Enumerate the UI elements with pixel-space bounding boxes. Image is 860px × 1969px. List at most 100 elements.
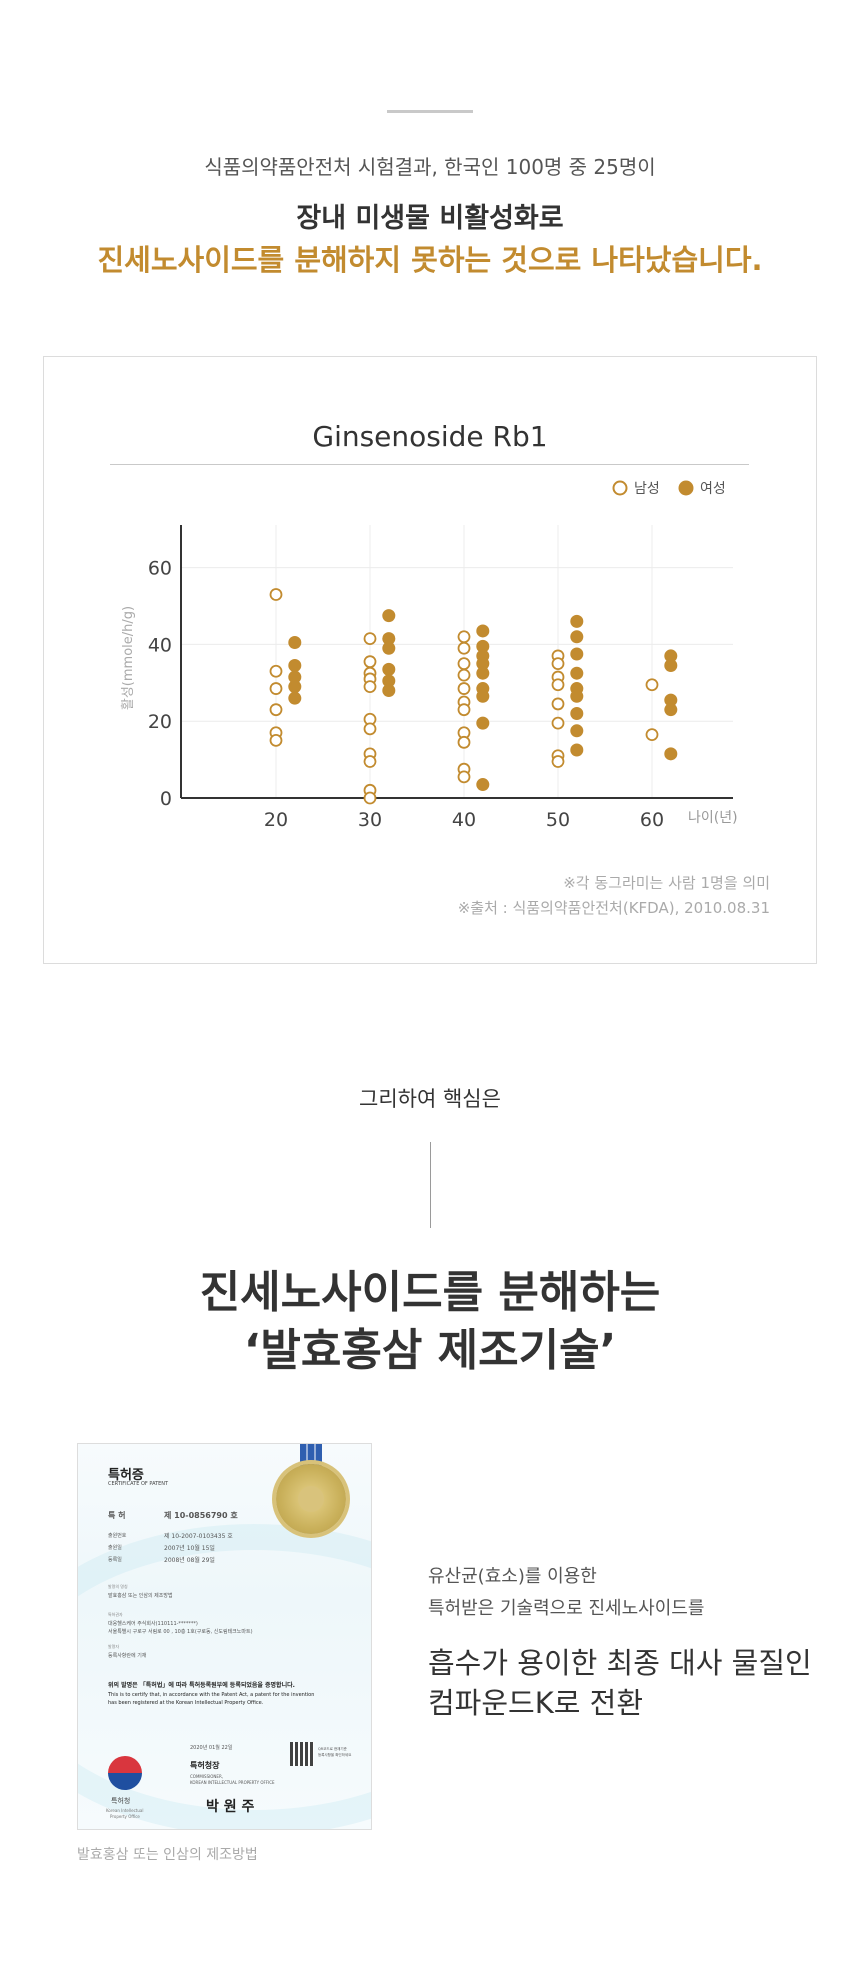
data-point-female xyxy=(382,641,396,655)
scatter-chart: 0 20 40 60 20 30 40 50 60 나이(년) 활성(mmole/h/g) 남성 여성 xyxy=(121,480,738,831)
certificate-title: 특허증 xyxy=(108,1468,144,1483)
data-point-male xyxy=(363,655,377,669)
holder-address: 서울특별시 구로구 서림로 00 , 10층 1호(구로동, 신도림테크노마트) xyxy=(108,1629,253,1635)
data-point-male xyxy=(457,682,471,695)
x-tick-label: 60 xyxy=(640,809,664,831)
office-english-1: COMMISSIONER, xyxy=(190,1774,223,1779)
data-point-male xyxy=(363,632,377,646)
data-point-male xyxy=(457,641,471,655)
y-tick-label: 60 xyxy=(148,558,172,580)
data-point-male xyxy=(645,678,659,692)
data-point-male xyxy=(551,697,565,711)
data-point-male xyxy=(551,716,565,730)
patent-label: 특 허 xyxy=(108,1511,126,1520)
certificate-date: 2020년 01월 22일 xyxy=(190,1745,233,1751)
data-point-female xyxy=(664,747,678,761)
chart-title-rule xyxy=(110,464,749,465)
data-point-female xyxy=(570,647,584,661)
logo-text: 특허청 xyxy=(111,1797,131,1805)
data-point-male xyxy=(269,703,283,717)
transition-text: 그리하여 핵심은 xyxy=(359,1087,501,1111)
data-point-male xyxy=(457,770,471,784)
y-axis-label: 활성(mmole/h/g) xyxy=(121,606,136,710)
data-point-female xyxy=(664,703,678,717)
inventor: 등록사항란에 기재 xyxy=(108,1653,147,1659)
data-point-female xyxy=(476,657,490,671)
data-point-male xyxy=(269,588,283,601)
data-point-female xyxy=(570,707,584,721)
data-point-female xyxy=(476,778,490,792)
data-point-female xyxy=(570,666,584,680)
intro-subtitle: 식품의약품안전처 시험결과, 한국인 100명 중 25명이 xyxy=(204,155,656,179)
description-highlight-2: 컴파운드K로 전환 xyxy=(428,1686,643,1720)
data-point-male xyxy=(551,755,565,768)
data-point-male xyxy=(269,734,283,747)
data-point-female xyxy=(664,649,678,663)
data-point-male xyxy=(269,664,283,678)
patent-certificate: 특허증 CERTIFICATE OF PATENT 특 허 제 10-08567… xyxy=(77,1443,372,1830)
application-number: 제 10-2007-0103435 호 xyxy=(164,1533,233,1540)
data-point-female xyxy=(382,632,396,646)
data-point-male xyxy=(363,722,377,736)
data-point-female xyxy=(288,635,302,649)
data-point-male xyxy=(457,657,471,670)
data-point-female xyxy=(476,639,490,653)
y-tick-label: 40 xyxy=(148,634,172,656)
filing-label: 출원일 xyxy=(108,1545,122,1551)
signature: 박 원 주 xyxy=(206,1799,255,1815)
intro-headline: 장내 미생물 비활성화로 xyxy=(296,203,564,234)
data-point-male xyxy=(551,657,565,670)
data-point-male xyxy=(363,755,377,768)
data-point-male xyxy=(269,682,283,695)
inventor-label: 발명자 xyxy=(108,1644,120,1649)
key-tech-name: ‘발효홍삼 제조기술’ xyxy=(243,1325,617,1376)
data-point-male xyxy=(645,728,659,742)
registration-date: 2008년 08월 29일 xyxy=(164,1557,215,1564)
data-point-female xyxy=(382,674,396,688)
y-tick-label: 0 xyxy=(160,788,172,810)
statement-english-2: has been registered at the Korean Intell… xyxy=(108,1700,264,1706)
gold-seal-icon xyxy=(276,1464,346,1534)
key-tech-headline: 진세노사이드를 분해하는 xyxy=(199,1267,661,1318)
x-axis-label: 나이(년) xyxy=(688,810,738,826)
vertical-divider xyxy=(430,1142,431,1228)
data-point-male xyxy=(457,703,471,717)
invention-title: 발효홍삼 또는 인삼의 제조방법 xyxy=(108,1593,173,1599)
x-tick-label: 50 xyxy=(546,809,570,831)
data-point-female xyxy=(664,693,678,707)
qr-note-1: QR코드로 현재기준 xyxy=(318,1747,347,1751)
data-point-male xyxy=(551,678,565,692)
legend-male-marker xyxy=(612,480,628,496)
data-point-female xyxy=(476,689,490,703)
description-highlight-1: 흡수가 용이한 최종 대사 물질인 xyxy=(428,1646,812,1680)
data-point-male xyxy=(363,680,377,694)
y-tick-label: 20 xyxy=(148,711,172,733)
statement-english-1: This is to certify that, in accordance w… xyxy=(108,1692,315,1698)
data-point-female xyxy=(570,630,584,644)
legend-female-marker xyxy=(678,480,694,496)
data-point-female xyxy=(288,659,302,673)
office-title: 특허청장 xyxy=(190,1761,220,1770)
intro-highlight: 진세노사이드를 분해하지 못하는 것으로 나타났습니다. xyxy=(97,243,763,277)
data-point-male xyxy=(457,735,471,749)
description-line-2: 특허받은 기술력으로 진세노사이드를 xyxy=(428,1598,705,1619)
legend-female-label: 여성 xyxy=(700,481,726,497)
chart-source: ※출처 : 식품의약품안전처(KFDA), 2010.08.31 xyxy=(457,899,770,917)
chart-panel xyxy=(43,356,817,964)
top-divider xyxy=(387,110,473,113)
office-english-2: KOREAN INTELLECTUAL PROPERTY OFFICE xyxy=(190,1780,275,1785)
data-point-male xyxy=(457,668,471,682)
description-line-1: 유산균(효소)를 이용한 xyxy=(428,1566,597,1587)
qr-code-icon xyxy=(290,1742,314,1766)
registration-label: 등록일 xyxy=(108,1557,122,1563)
data-point-female xyxy=(382,662,396,676)
x-tick-label: 20 xyxy=(264,809,288,831)
data-point-female xyxy=(476,666,490,680)
data-point-female xyxy=(288,680,302,694)
x-tick-label: 40 xyxy=(452,809,476,831)
chart-note: ※각 동그라미는 사람 1명을 의미 xyxy=(563,874,770,892)
filing-date: 2007년 10월 15일 xyxy=(164,1545,215,1552)
patent-holder: 대웅헬스케어 주식회사(110111-*******) xyxy=(108,1621,198,1627)
data-point-female xyxy=(664,659,678,673)
certificate-subtitle: CERTIFICATE OF PATENT xyxy=(108,1481,169,1487)
